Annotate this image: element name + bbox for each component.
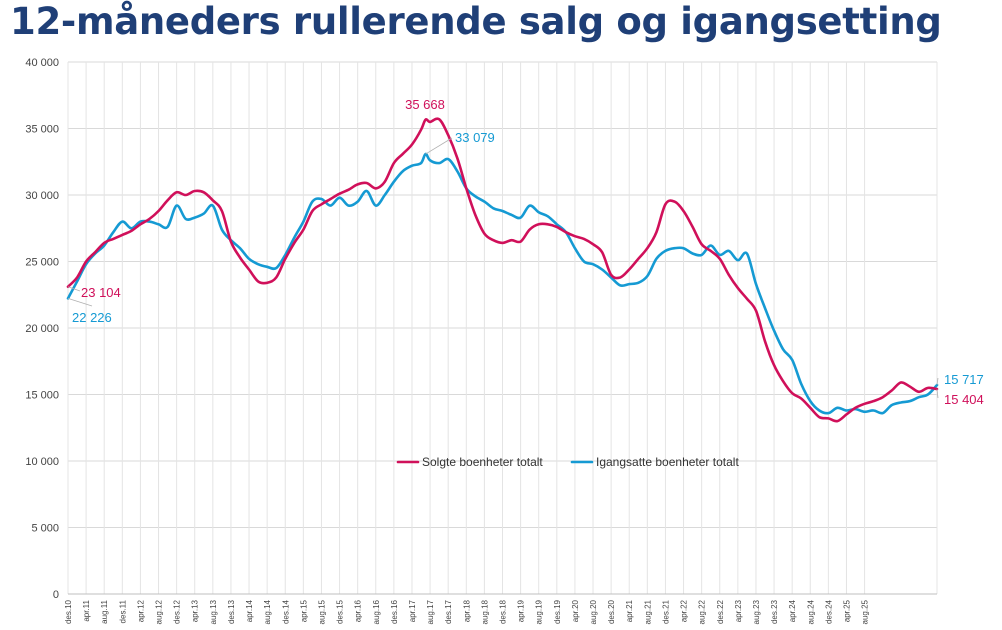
- x-tick-label: des.15: [336, 599, 345, 624]
- series-line-igangsatte: [66, 152, 939, 415]
- x-tick-label: aug.19: [535, 599, 544, 624]
- x-tick-label: aug.20: [589, 599, 598, 624]
- x-tick-label: des.19: [553, 599, 562, 624]
- x-tick-label: aug.15: [317, 599, 326, 624]
- annotation-leader: [67, 298, 93, 307]
- x-tick-label: aug.21: [643, 599, 652, 624]
- x-tick-label: aug.24: [806, 599, 815, 624]
- y-tick-label: 40 000: [25, 57, 59, 69]
- x-tick-label: apr.19: [517, 599, 526, 622]
- x-tick-label: aug.11: [100, 599, 109, 623]
- x-tick-label: des.13: [227, 599, 236, 624]
- data-label: 15 404: [944, 392, 984, 407]
- x-tick-label: aug.14: [263, 599, 272, 624]
- legend-label: Solgte boenheter totalt: [422, 455, 543, 469]
- data-label: 15 717: [944, 372, 984, 387]
- x-tick-label: apr.20: [571, 599, 580, 622]
- annotation-leader: [425, 137, 453, 155]
- y-axis-ticks: 0 5 000 10 000 15 000 20 000 25 000 30 000 35 0…: [25, 57, 59, 601]
- chart-title: 12-måneders rullerende salg og igangsett…: [10, 0, 942, 43]
- chart-annotations: 23 104 22 226 35 668 33 079 15 717 15 404: [67, 97, 984, 407]
- x-tick-label: des.24: [824, 599, 833, 624]
- x-tick-label: des.10: [64, 599, 73, 624]
- data-label: 23 104: [81, 285, 121, 300]
- x-tick-label: aug.16: [372, 599, 381, 624]
- x-tick-label: apr.11: [82, 599, 91, 621]
- legend-item-solgte[interactable]: Solgte boenheter totalt: [396, 455, 543, 469]
- annotation-leader: [936, 389, 939, 399]
- y-tick-label: 20 000: [25, 323, 59, 335]
- y-tick-label: 35 000: [25, 124, 59, 136]
- data-label: 33 079: [455, 130, 495, 145]
- chart-legend[interactable]: Solgte boenheter totalt Igangsatte boenhe…: [396, 455, 739, 469]
- x-tick-label: aug.23: [752, 599, 761, 624]
- y-tick-label: 0: [53, 589, 59, 601]
- x-tick-label: apr.14: [245, 599, 254, 622]
- y-tick-label: 15 000: [25, 390, 59, 402]
- x-tick-label: aug.25: [861, 599, 870, 624]
- x-tick-label: apr.22: [680, 599, 689, 622]
- x-tick-label: apr.15: [299, 599, 308, 622]
- x-tick-label: aug.22: [698, 599, 707, 624]
- legend-label: Igangsatte boenheter totalt: [596, 455, 739, 469]
- chart-series: [66, 117, 939, 423]
- x-tick-label: apr.21: [625, 599, 634, 622]
- x-tick-label: des.21: [661, 599, 670, 624]
- x-tick-label: des.17: [444, 599, 453, 624]
- x-tick-label: apr.16: [354, 599, 363, 622]
- y-tick-label: 10 000: [25, 456, 59, 468]
- x-tick-label: des.18: [499, 599, 508, 624]
- x-tick-label: aug.12: [155, 599, 164, 624]
- x-axis-ticks: des.10 apr.11 aug.11 des.11 apr.12 aug.12 des.…: [64, 599, 870, 624]
- x-tick-label: aug.18: [480, 599, 489, 624]
- y-tick-label: 25 000: [25, 257, 59, 269]
- data-label: 35 668: [405, 97, 445, 112]
- x-tick-label: apr.24: [788, 599, 797, 622]
- x-tick-label: apr.25: [842, 599, 851, 622]
- x-tick-label: des.20: [607, 599, 616, 624]
- x-tick-label: apr.18: [462, 599, 471, 622]
- x-tick-label: des.14: [281, 599, 290, 624]
- annotation-leader: [67, 286, 81, 292]
- x-tick-label: des.23: [770, 599, 779, 624]
- x-tick-label: des.22: [716, 599, 725, 624]
- x-tick-label: des.11: [118, 599, 127, 623]
- y-tick-label: 5 000: [31, 523, 59, 535]
- chart-grid: [67, 61, 938, 595]
- y-tick-label: 30 000: [25, 190, 59, 202]
- x-tick-label: apr.12: [136, 599, 145, 622]
- x-tick-label: des.16: [390, 599, 399, 624]
- x-tick-label: aug.13: [209, 599, 218, 624]
- x-tick-label: apr.17: [408, 599, 417, 622]
- annotation-leader: [936, 377, 939, 386]
- x-tick-label: apr.13: [191, 599, 200, 622]
- x-tick-label: des.12: [173, 599, 182, 624]
- x-tick-label: aug.17: [426, 599, 435, 624]
- data-label: 22 226: [72, 310, 112, 325]
- legend-item-igangsatte[interactable]: Igangsatte boenheter totalt: [570, 455, 739, 469]
- x-tick-label: apr.23: [734, 599, 743, 622]
- series-line-solgte: [66, 117, 939, 423]
